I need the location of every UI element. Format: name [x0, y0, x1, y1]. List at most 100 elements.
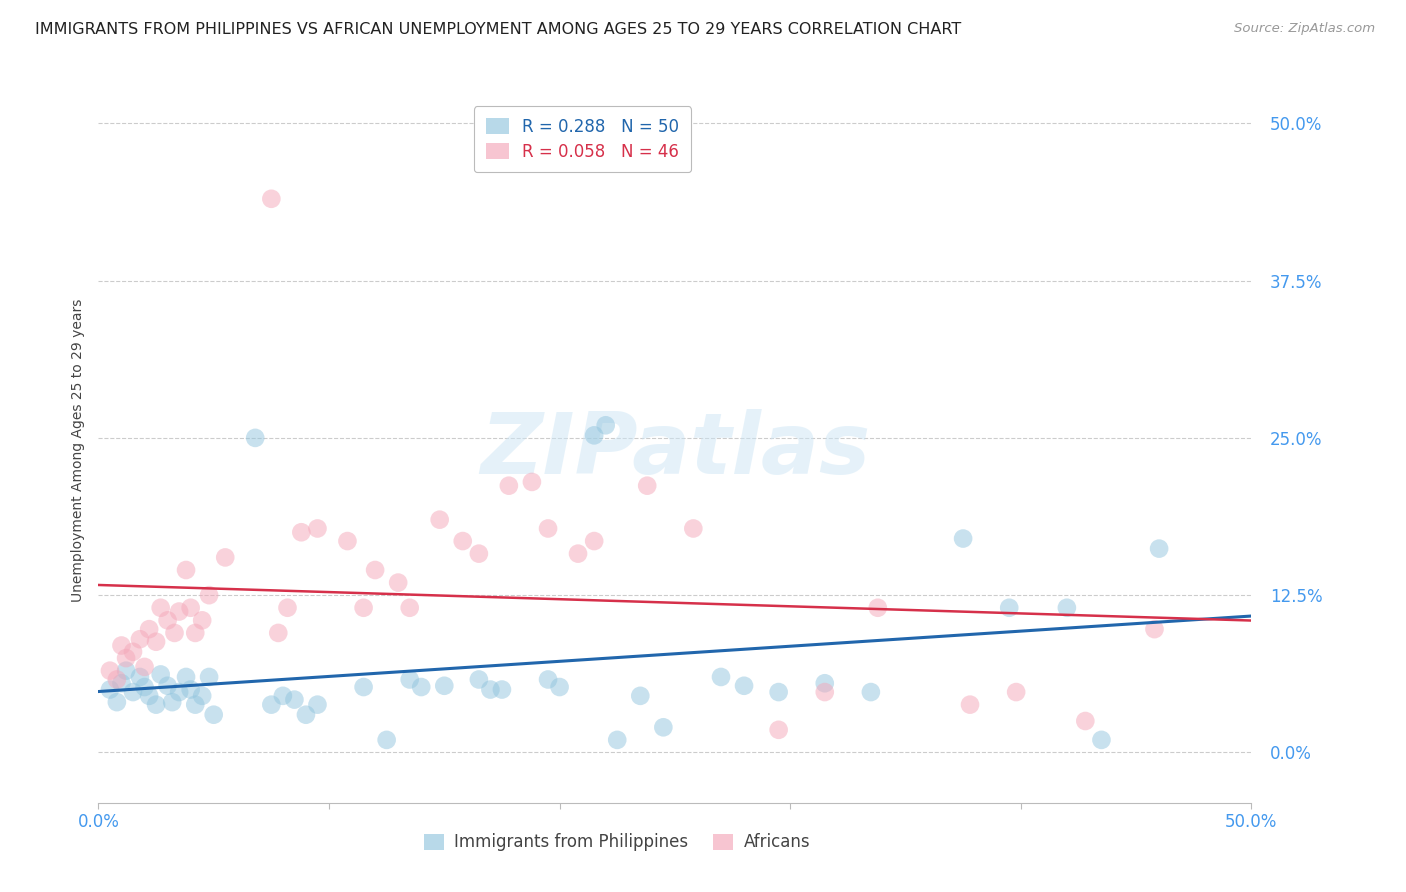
Point: [174, 670, 197, 684]
Point: [583, 428, 606, 442]
Point: [307, 521, 329, 535]
Point: [156, 679, 179, 693]
Point: [520, 475, 543, 489]
Point: [498, 479, 520, 493]
Text: ZIPatlas: ZIPatlas: [479, 409, 870, 492]
Point: [105, 673, 128, 687]
Point: [952, 532, 974, 546]
Point: [567, 547, 589, 561]
Point: [336, 534, 359, 549]
Point: [191, 689, 214, 703]
Point: [375, 732, 398, 747]
Point: [245, 431, 267, 445]
Point: [606, 732, 628, 747]
Point: [1005, 685, 1028, 699]
Point: [145, 634, 167, 648]
Point: [1090, 732, 1112, 747]
Point: [429, 513, 451, 527]
Point: [628, 689, 651, 703]
Text: Source: ZipAtlas.com: Source: ZipAtlas.com: [1234, 22, 1375, 36]
Point: [652, 720, 675, 734]
Point: [548, 680, 571, 694]
Point: [98, 682, 121, 697]
Point: [768, 685, 790, 699]
Point: [260, 698, 283, 712]
Point: [180, 600, 202, 615]
Point: [433, 679, 456, 693]
Point: [129, 632, 152, 647]
Point: [180, 682, 202, 697]
Point: [959, 698, 981, 712]
Point: [98, 664, 121, 678]
Point: [682, 521, 704, 535]
Point: [411, 680, 433, 694]
Point: [1147, 541, 1170, 556]
Point: [398, 600, 420, 615]
Point: [167, 605, 190, 619]
Point: [583, 534, 606, 549]
Point: [149, 667, 172, 681]
Point: [156, 613, 179, 627]
Point: [537, 673, 560, 687]
Point: [271, 689, 294, 703]
Point: [1074, 714, 1097, 728]
Point: [998, 600, 1021, 615]
Point: [295, 707, 318, 722]
Point: [202, 707, 225, 722]
Point: [122, 645, 145, 659]
Point: [1143, 622, 1166, 636]
Legend: Immigrants from Philippines, Africans: Immigrants from Philippines, Africans: [418, 827, 817, 858]
Point: [364, 563, 387, 577]
Point: [129, 670, 152, 684]
Point: [191, 613, 214, 627]
Point: [145, 698, 167, 712]
Point: [283, 692, 305, 706]
Point: [198, 670, 221, 684]
Point: [122, 685, 145, 699]
Point: [1056, 600, 1078, 615]
Point: [307, 698, 329, 712]
Point: [134, 680, 156, 694]
Point: [184, 626, 207, 640]
Point: [451, 534, 474, 549]
Point: [105, 695, 128, 709]
Point: [110, 676, 132, 690]
Point: [260, 192, 283, 206]
Point: [115, 664, 138, 678]
Point: [468, 673, 491, 687]
Point: [160, 695, 183, 709]
Point: [184, 698, 207, 712]
Point: [733, 679, 755, 693]
Point: [138, 622, 160, 636]
Point: [387, 575, 409, 590]
Point: [290, 525, 312, 540]
Point: [636, 479, 658, 493]
Point: [866, 600, 889, 615]
Point: [149, 600, 172, 615]
Point: [267, 626, 290, 640]
Point: [595, 418, 617, 433]
Point: [214, 550, 236, 565]
Y-axis label: Unemployment Among Ages 25 to 29 years: Unemployment Among Ages 25 to 29 years: [70, 299, 84, 602]
Point: [398, 673, 420, 687]
Point: [537, 521, 560, 535]
Point: [768, 723, 790, 737]
Point: [814, 676, 837, 690]
Point: [110, 639, 132, 653]
Point: [479, 682, 502, 697]
Point: [814, 685, 837, 699]
Point: [859, 685, 882, 699]
Point: [138, 689, 160, 703]
Point: [468, 547, 491, 561]
Point: [134, 660, 156, 674]
Point: [710, 670, 733, 684]
Point: [491, 682, 513, 697]
Text: IMMIGRANTS FROM PHILIPPINES VS AFRICAN UNEMPLOYMENT AMONG AGES 25 TO 29 YEARS CO: IMMIGRANTS FROM PHILIPPINES VS AFRICAN U…: [35, 22, 962, 37]
Point: [167, 685, 190, 699]
Point: [353, 680, 375, 694]
Point: [174, 563, 197, 577]
Point: [198, 588, 221, 602]
Point: [115, 651, 138, 665]
Point: [163, 626, 186, 640]
Point: [353, 600, 375, 615]
